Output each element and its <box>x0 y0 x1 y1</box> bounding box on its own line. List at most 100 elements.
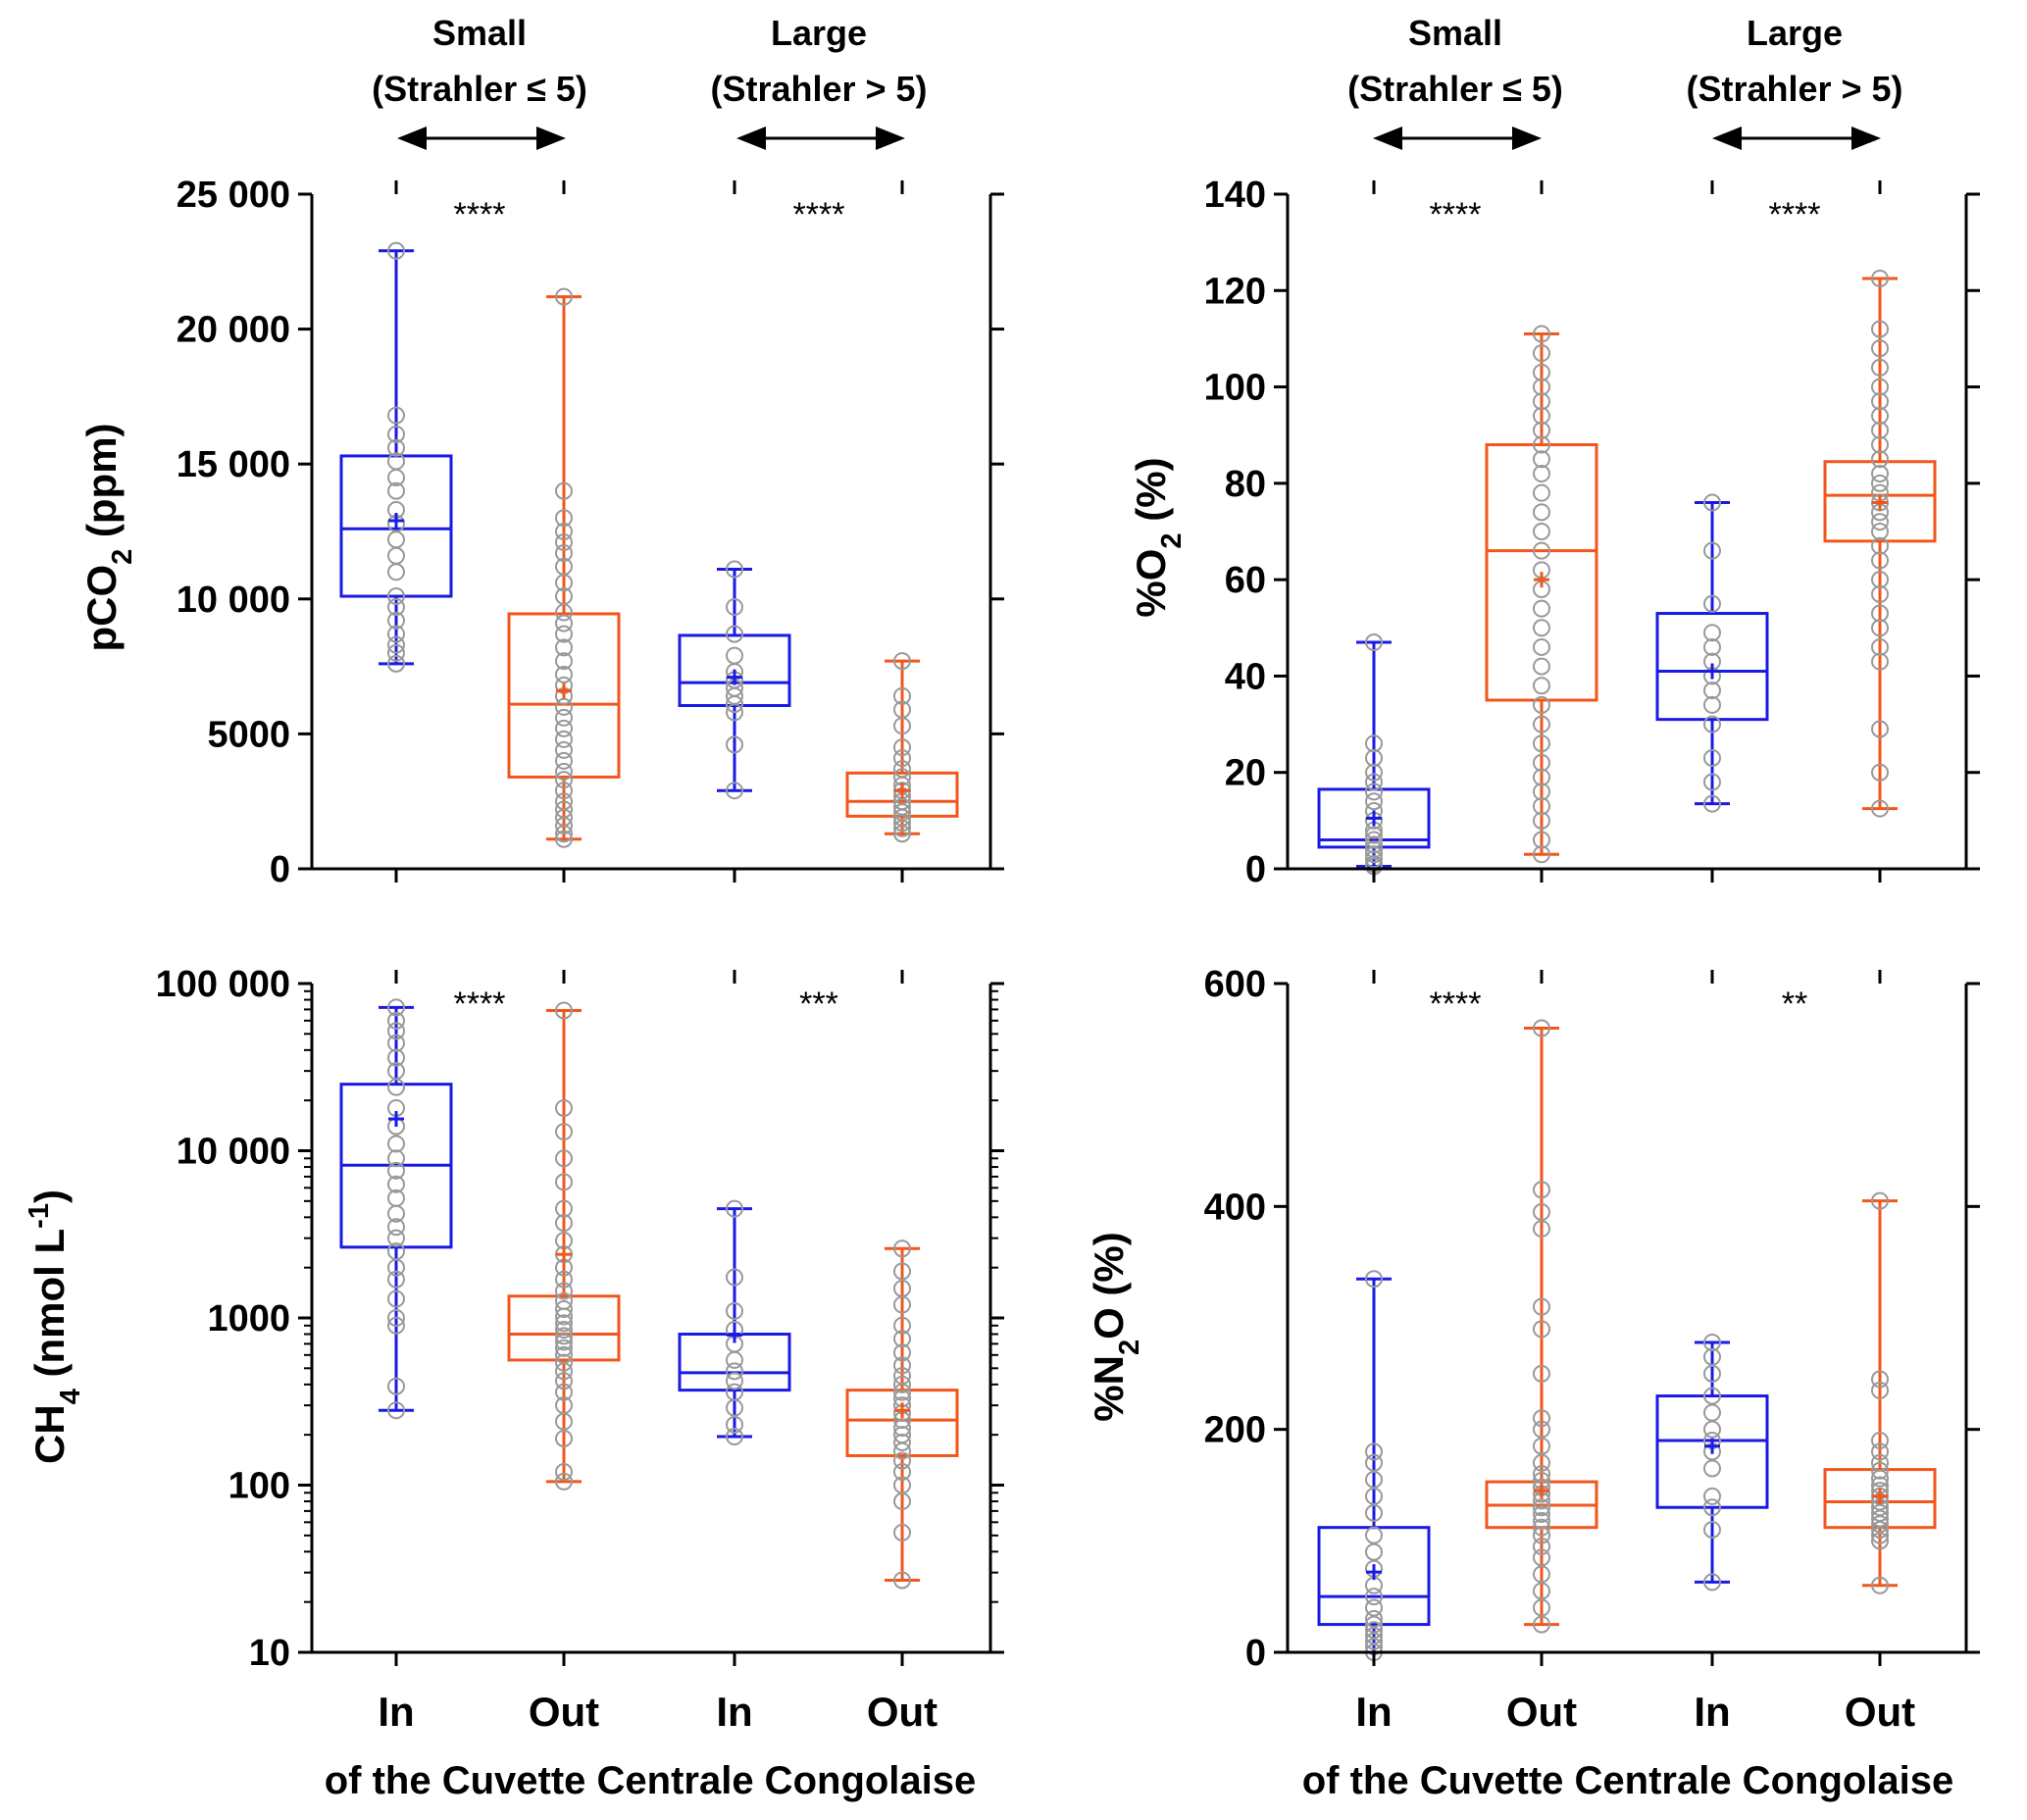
data-point <box>1533 1518 1550 1537</box>
data-point <box>555 782 573 800</box>
x-tick-label: Out <box>1506 1689 1577 1735</box>
data-point <box>1533 1220 1550 1239</box>
data-point <box>555 1214 573 1233</box>
data-point <box>555 1345 573 1364</box>
data-point <box>555 523 573 540</box>
significance-large: ** <box>1782 986 1807 1023</box>
y-tick-label: 1000 <box>207 1298 290 1340</box>
data-point <box>1703 1520 1721 1539</box>
data-point <box>1365 763 1383 782</box>
data-point <box>387 531 405 549</box>
x-tick-label: In <box>1355 1689 1392 1735</box>
data-point <box>1365 783 1383 801</box>
data-point <box>555 1321 573 1340</box>
data-point <box>555 1429 573 1447</box>
data-point <box>1533 1598 1550 1617</box>
data-point <box>1703 695 1721 714</box>
group-title-small: Small <box>432 13 527 53</box>
data-point <box>726 1199 743 1218</box>
data-point <box>555 1353 573 1372</box>
data-point <box>1871 1509 1889 1528</box>
data-point <box>1365 792 1383 811</box>
data-point <box>1365 1588 1383 1606</box>
significance-small: **** <box>454 986 506 1023</box>
panel-pco2: Small (Strahler ≤ 5) Large (Strahler > 5… <box>78 13 1004 890</box>
data-point <box>1533 677 1550 695</box>
data-point <box>726 1415 743 1434</box>
box-iqr <box>507 612 621 779</box>
box-out-large <box>1823 1191 1937 1594</box>
y-tick-label: 25 000 <box>177 175 290 216</box>
data-point <box>893 1330 911 1348</box>
data-point <box>1533 1437 1550 1455</box>
data-point <box>1703 594 1721 613</box>
x-tick-label: In <box>378 1689 414 1735</box>
data-point <box>387 1161 405 1180</box>
axes-frame <box>1286 180 1968 883</box>
y-tick-label: 5000 <box>207 714 290 755</box>
data-point <box>1533 734 1550 753</box>
data-point <box>1871 799 1889 818</box>
data-point <box>893 1343 911 1362</box>
data-point <box>1533 407 1550 426</box>
data-point <box>387 1289 405 1308</box>
data-point <box>1871 474 1889 492</box>
box-out-large <box>845 1239 959 1590</box>
data-point <box>387 1011 405 1030</box>
data-point <box>1533 845 1550 864</box>
axes-frame <box>1286 970 1968 1666</box>
data-point <box>1533 831 1550 849</box>
box-iqr <box>1823 460 1937 543</box>
data-point <box>1533 392 1550 411</box>
y-tick-label: 20 000 <box>177 310 290 351</box>
data-point <box>1703 794 1721 813</box>
data-point <box>1365 1615 1383 1634</box>
data-point <box>1703 1459 1721 1478</box>
data-point <box>726 1362 743 1381</box>
data-point <box>1533 344 1550 363</box>
data-point <box>387 563 405 581</box>
data-point <box>1533 1582 1550 1600</box>
box-out-large <box>1823 270 1937 818</box>
data-point <box>1365 1576 1383 1594</box>
data-point <box>387 1135 405 1153</box>
data-point <box>555 1314 573 1333</box>
data-point <box>1871 378 1889 396</box>
data-point <box>1365 773 1383 791</box>
data-point <box>1533 695 1550 714</box>
data-point <box>555 1001 573 1020</box>
box-in-large <box>678 560 791 800</box>
x-tick-label: In <box>716 1689 752 1735</box>
data-point <box>555 587 573 606</box>
y-tick-label: 40 <box>1225 656 1266 697</box>
group-subtitle-large: (Strahler > 5) <box>1686 69 1902 109</box>
data-point <box>387 1175 405 1193</box>
data-point <box>555 1282 573 1300</box>
y-tick-label: 100 <box>1204 368 1266 409</box>
x-axis-footer: of the Cuvette Centrale Congolaise <box>325 1759 977 1802</box>
data-point <box>387 1062 405 1081</box>
data-point <box>1871 1503 1889 1522</box>
box-iqr <box>507 1294 621 1362</box>
group-subtitle-small: (Strahler ≤ 5) <box>1347 69 1563 109</box>
box-plots <box>339 998 959 1590</box>
data-point <box>1533 363 1550 381</box>
data-point <box>387 546 405 565</box>
panel-n2o: **** ** 0 200 400 600 In Out In Out of the … <box>1086 964 1980 1802</box>
y-tick-label: 120 <box>1204 271 1266 312</box>
data-point <box>1703 493 1721 512</box>
data-point <box>893 1279 911 1297</box>
y-axis-ticks: 0 20 40 60 80 100 120 140 <box>1204 175 1980 890</box>
data-point <box>555 1299 573 1318</box>
data-point <box>387 1270 405 1289</box>
panel-ch4: **** *** 10 100 1000 10 000 100 000 In Out I… <box>24 964 1004 1802</box>
group-title-small: Small <box>1408 13 1502 53</box>
box-in-small <box>339 241 453 673</box>
data-point <box>893 1367 911 1386</box>
data-point <box>893 1571 911 1590</box>
y-tick-label: 0 <box>1245 1633 1266 1674</box>
data-point <box>387 438 405 457</box>
data-point <box>387 425 405 443</box>
box-out-small <box>1485 1019 1598 1634</box>
box-out-small <box>507 1001 621 1491</box>
